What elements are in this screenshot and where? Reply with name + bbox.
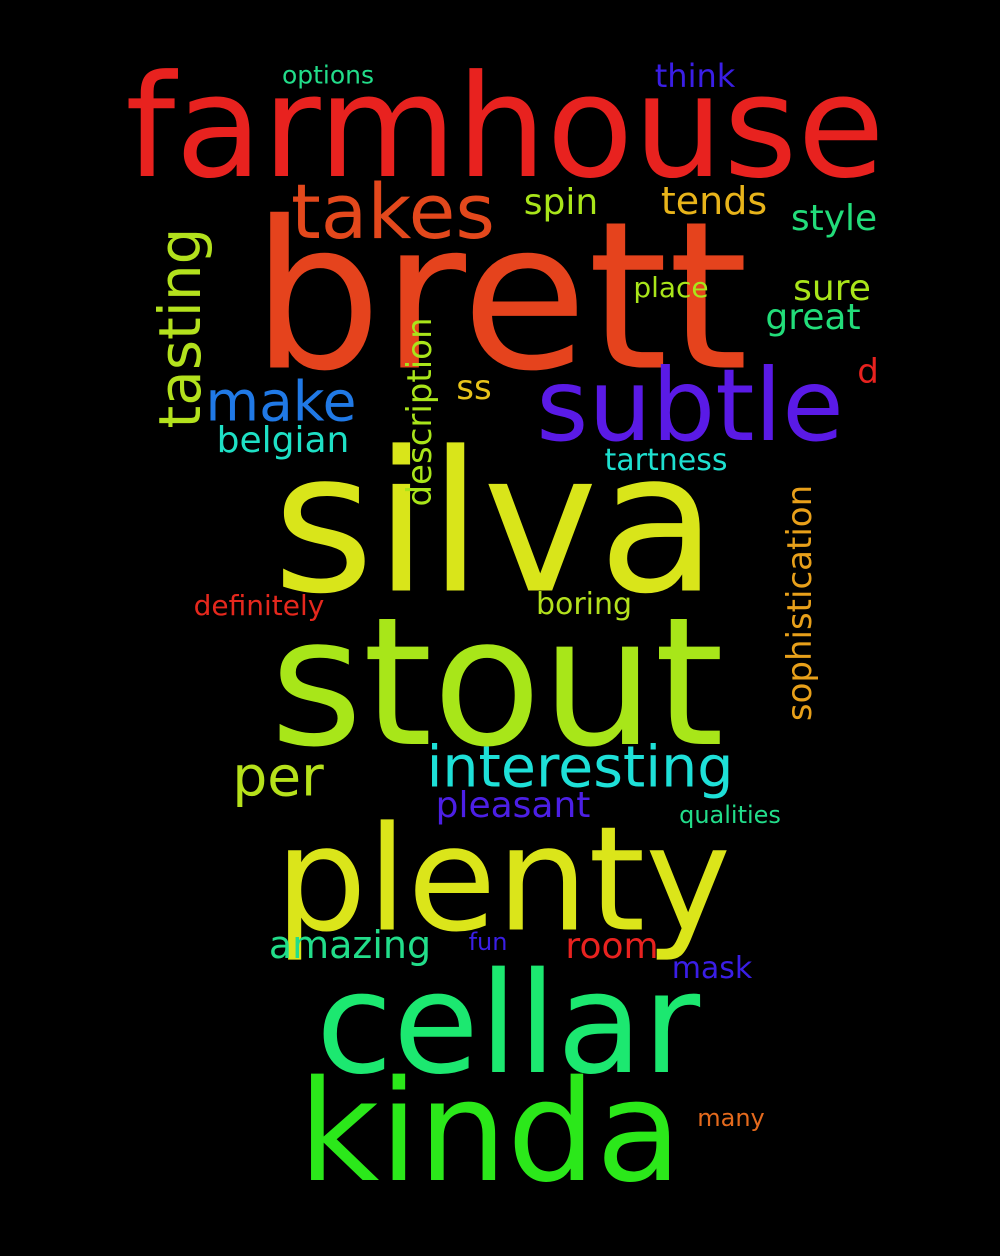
word-qualities: qualities (679, 801, 781, 829)
word-place: place (633, 271, 709, 304)
word-sophistication: sophistication (780, 484, 820, 722)
word-tartness: tartness (604, 443, 728, 478)
word-brett: brett (251, 178, 749, 417)
word-amazing: amazing (268, 923, 432, 967)
word-sure: sure (793, 268, 871, 309)
word-interesting: interesting (426, 734, 734, 801)
word-tends: tends (660, 179, 768, 223)
word-silva: silva (272, 409, 718, 637)
word-ss: ss (456, 368, 492, 408)
word-d: d (857, 352, 879, 392)
word-pleasant: pleasant (435, 785, 591, 826)
word-cellar: cellar (315, 943, 701, 1106)
word-many: many (697, 1104, 765, 1132)
word-stout: stout (269, 579, 725, 786)
word-description: description (400, 317, 440, 507)
word-fun: fun (468, 928, 508, 956)
word-spin: spin (523, 182, 599, 223)
word-kinda: kinda (298, 1051, 682, 1214)
word-great: great (765, 297, 861, 338)
word-definitely: definitely (193, 589, 325, 622)
word-think: think (654, 57, 736, 95)
word-plenty: plenty (274, 795, 732, 965)
word-subtle: subtle (536, 347, 844, 464)
word-mask: mask (671, 951, 753, 986)
word-style: style (790, 198, 878, 239)
word-room: room (565, 926, 659, 967)
word-tasting: tasting (146, 227, 214, 429)
word-belgian: belgian (216, 420, 350, 461)
word-takes: takes (290, 167, 496, 256)
word-farmhouse: farmhouse (125, 45, 885, 210)
word-boring: boring (535, 587, 633, 622)
word-make: make (205, 369, 357, 434)
word-options: options (281, 60, 375, 90)
word-per: per (232, 744, 324, 809)
